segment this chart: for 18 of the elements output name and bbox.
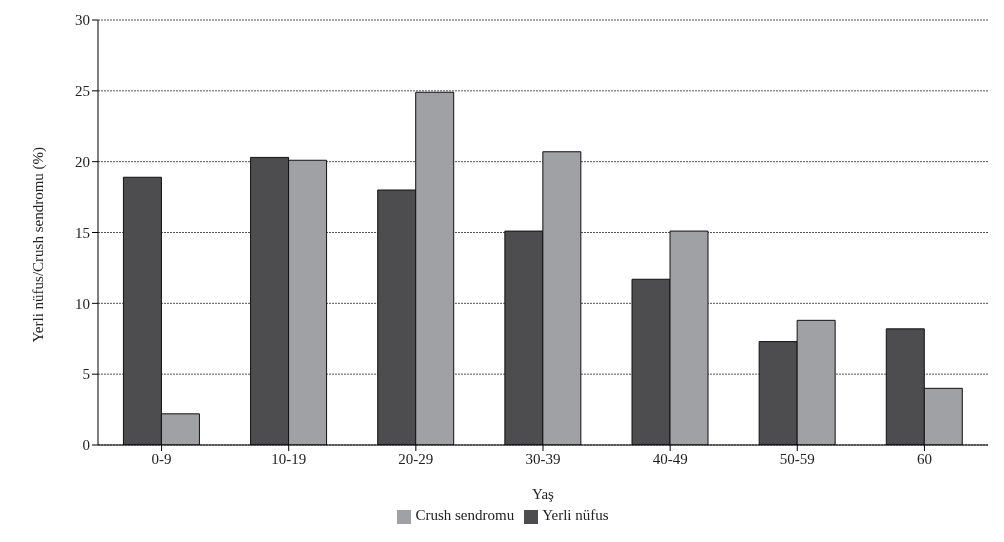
y-tick-label: 15 xyxy=(75,224,90,241)
y-axis-title: Yerli nüfus/Crush sendromu (%) xyxy=(30,146,48,343)
y-tick-label: 30 xyxy=(75,12,90,29)
x-tick-label: 0-9 xyxy=(151,450,172,467)
y-tick-label: 20 xyxy=(75,153,90,170)
x-tick-label: 40-49 xyxy=(652,450,688,467)
x-tick-label: 60 xyxy=(916,450,932,467)
legend-label: Crush sendromu xyxy=(415,507,515,523)
y-tick-label: 10 xyxy=(75,295,90,312)
y-tick-label: 25 xyxy=(75,83,90,100)
legend-label: Yerli nüfus xyxy=(542,507,609,523)
x-axis-title: Yaş xyxy=(532,486,555,502)
x-tick-label: 10-19 xyxy=(271,450,307,467)
y-tick-label: 5 xyxy=(82,366,90,383)
y-tick-label: 0 xyxy=(82,437,90,454)
x-tick-label: 50-59 xyxy=(779,450,815,467)
x-tick-label: 20-29 xyxy=(398,450,434,467)
x-tick-label: 30-39 xyxy=(525,450,561,467)
